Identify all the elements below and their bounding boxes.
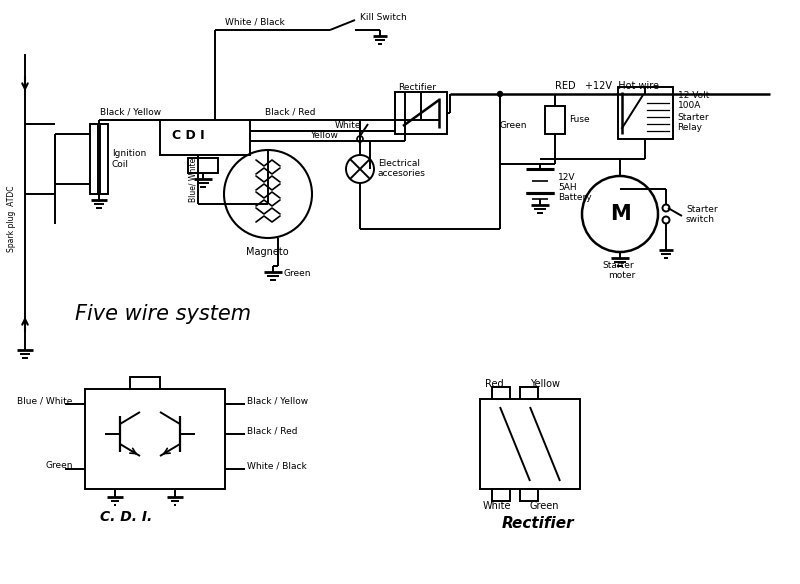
Text: Black / Yellow: Black / Yellow bbox=[100, 107, 161, 116]
Text: Green: Green bbox=[283, 269, 310, 279]
Text: Rectifier: Rectifier bbox=[502, 516, 574, 530]
Bar bbox=[130, 377, 160, 389]
Text: Blue / White: Blue / White bbox=[17, 397, 72, 405]
Text: 12 Volt: 12 Volt bbox=[678, 91, 709, 99]
Text: Black / Red: Black / Red bbox=[265, 107, 315, 116]
Bar bbox=[395, 92, 447, 134]
Text: Starter: Starter bbox=[678, 113, 709, 121]
Text: Blue/ White: Blue/ White bbox=[189, 157, 198, 201]
Text: Fuse: Fuse bbox=[569, 116, 590, 124]
Text: Green: Green bbox=[530, 501, 559, 511]
Text: White / Black: White / Black bbox=[247, 461, 306, 471]
Text: Starter: Starter bbox=[686, 204, 718, 214]
Bar bbox=[100, 124, 108, 194]
Bar bbox=[188, 158, 218, 173]
Bar bbox=[492, 387, 510, 399]
Bar bbox=[160, 120, 250, 155]
Text: 100A: 100A bbox=[678, 100, 701, 110]
Text: White / Black: White / Black bbox=[225, 18, 285, 26]
Text: Green: Green bbox=[500, 121, 527, 130]
Text: Battery: Battery bbox=[558, 193, 592, 201]
Text: M: M bbox=[610, 204, 630, 224]
Text: Spark plug  ATDC: Spark plug ATDC bbox=[7, 186, 17, 252]
Text: Yellow: Yellow bbox=[530, 379, 560, 389]
Bar bbox=[492, 489, 510, 501]
Text: Magneto: Magneto bbox=[246, 247, 289, 257]
Text: switch: switch bbox=[686, 214, 715, 224]
Text: Ignition
Coil: Ignition Coil bbox=[112, 150, 146, 169]
Circle shape bbox=[498, 92, 502, 96]
Text: accesories: accesories bbox=[378, 169, 426, 179]
Text: Rectifier: Rectifier bbox=[398, 82, 436, 92]
Bar bbox=[90, 124, 98, 194]
Text: C. D. I.: C. D. I. bbox=[100, 510, 152, 524]
Text: Green: Green bbox=[45, 461, 73, 471]
Bar bbox=[618, 87, 673, 139]
Text: Yellow: Yellow bbox=[310, 130, 338, 140]
Text: Red: Red bbox=[485, 379, 504, 389]
Text: moter: moter bbox=[608, 272, 635, 280]
Bar bbox=[545, 106, 565, 134]
Text: Black / Red: Black / Red bbox=[247, 426, 298, 436]
Bar bbox=[480, 399, 580, 489]
Text: Black / Yellow: Black / Yellow bbox=[247, 397, 308, 405]
Text: 12V: 12V bbox=[558, 172, 575, 182]
Bar bbox=[520, 489, 538, 501]
Text: Starter: Starter bbox=[602, 262, 634, 270]
Bar bbox=[520, 387, 538, 399]
Text: Kill Switch: Kill Switch bbox=[360, 13, 406, 23]
Text: Relay: Relay bbox=[678, 123, 702, 131]
Text: C D I: C D I bbox=[172, 129, 205, 142]
Text: White: White bbox=[483, 501, 511, 511]
Bar bbox=[85, 389, 225, 489]
Text: White: White bbox=[335, 120, 362, 130]
Text: Five wire system: Five wire system bbox=[75, 304, 251, 324]
Text: Electrical: Electrical bbox=[378, 159, 420, 169]
Text: 5AH: 5AH bbox=[558, 182, 577, 192]
Text: RED   +12V  Hot wire: RED +12V Hot wire bbox=[555, 81, 659, 91]
